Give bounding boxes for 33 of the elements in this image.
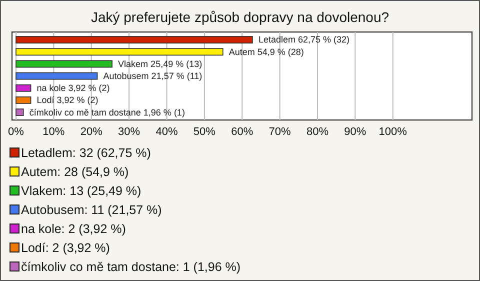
chart-title: Jaký preferujete způsob dopravy na dovolenou? — [90, 9, 390, 25]
bar — [16, 48, 224, 56]
data-label: Letadlem 62,75 % (32) — [258, 34, 350, 45]
x-tick-label: 70% — [268, 126, 292, 138]
x-tick-label: 30% — [118, 126, 140, 138]
x-tick-label: 90% — [344, 126, 366, 138]
x-tick-label: 40% — [156, 126, 178, 138]
x-tick-label: 50% — [193, 126, 216, 138]
bar — [16, 96, 32, 104]
text: Vlakem: 13 (25,49 %) — [21, 184, 142, 198]
x-tick-label: 10% — [42, 126, 65, 138]
data-label: Autem 54,9 % (28) — [228, 46, 304, 57]
data-label: čímkoliv co mě tam dostane 1,96 % (1) — [29, 107, 185, 118]
x-tick-label: 100% — [378, 126, 408, 138]
bar — [16, 72, 98, 80]
text: čímkoliv co mě tam dostane: 1 (1,96 %) — [21, 260, 241, 274]
x-tick-label: 80% — [306, 126, 329, 138]
bar — [16, 60, 112, 68]
data-label: Lodí 3,92 % (2) — [36, 95, 98, 106]
x-tick-label: 60% — [231, 126, 254, 138]
data-label: na kole 3,92 % (2) — [36, 83, 110, 94]
bar — [16, 108, 24, 116]
text: na kole: 2 (3,92 %) — [21, 222, 126, 236]
x-tick-label: 0% — [8, 126, 24, 138]
bar — [16, 84, 32, 92]
bar — [16, 36, 253, 44]
x-tick-label: 20% — [80, 126, 103, 138]
data-label: Vlakem 25,49 % (13) — [118, 58, 202, 69]
text: Letadlem: 32 (62,75 %) — [21, 146, 151, 160]
text: Autobusem: 11 (21,57 %) — [21, 203, 162, 217]
text: Lodí: 2 (3,92 %) — [21, 241, 110, 255]
data-label: Autobusem 21,57 % (11) — [103, 71, 202, 81]
text: Autem: 28 (54,9 %) — [21, 165, 129, 179]
